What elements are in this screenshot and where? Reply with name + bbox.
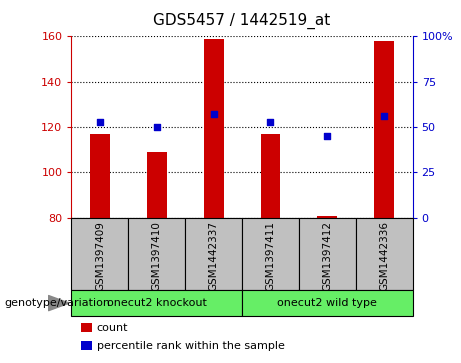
Text: GSM1442337: GSM1442337: [208, 221, 219, 291]
Text: count: count: [97, 323, 128, 333]
Text: GDS5457 / 1442519_at: GDS5457 / 1442519_at: [154, 13, 331, 29]
Polygon shape: [48, 295, 69, 311]
Bar: [90, 134, 110, 218]
Point: [267, 119, 274, 125]
Point: [96, 119, 104, 125]
Bar: [299, 218, 356, 290]
Point: [210, 111, 217, 117]
Text: genotype/variation: genotype/variation: [5, 298, 111, 308]
Bar: [204, 38, 224, 218]
Text: percentile rank within the sample: percentile rank within the sample: [97, 341, 285, 351]
Text: GSM1397412: GSM1397412: [322, 221, 332, 291]
Bar: [185, 218, 242, 290]
Bar: [147, 152, 167, 218]
Text: GSM1442336: GSM1442336: [379, 221, 389, 291]
Point: [153, 124, 160, 130]
Bar: [317, 216, 337, 218]
Text: GSM1397410: GSM1397410: [152, 221, 162, 291]
Point: [324, 133, 331, 139]
Text: GSM1397409: GSM1397409: [95, 221, 105, 291]
Bar: [260, 134, 280, 218]
Bar: [356, 218, 413, 290]
Point: [380, 113, 388, 119]
Bar: [71, 218, 128, 290]
Bar: [128, 218, 185, 290]
Text: onecut2 wild type: onecut2 wild type: [278, 298, 377, 308]
Bar: [374, 41, 394, 218]
Text: onecut2 knockout: onecut2 knockout: [107, 298, 207, 308]
Bar: [242, 290, 413, 316]
Bar: [242, 218, 299, 290]
Bar: [71, 290, 242, 316]
Text: GSM1397411: GSM1397411: [266, 221, 276, 291]
